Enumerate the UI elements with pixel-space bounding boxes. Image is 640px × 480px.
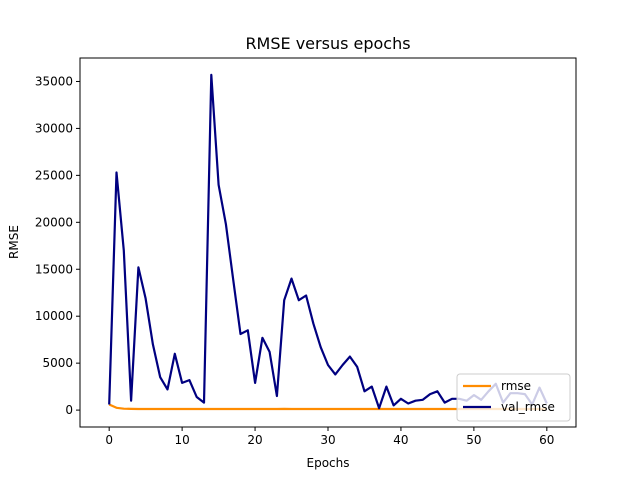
y-tick-label: 25000 [35, 168, 73, 182]
chart-title: RMSE versus epochs [245, 34, 410, 53]
x-tick-label: 10 [174, 433, 189, 447]
y-axis: 0 5000 10000 15000 20000 25000 30000 35000 [35, 74, 80, 417]
y-tick-label: 0 [65, 403, 73, 417]
x-tick-label: 50 [466, 433, 481, 447]
x-tick-label: 0 [105, 433, 113, 447]
y-tick-label: 30000 [35, 121, 73, 135]
x-tick-label: 60 [539, 433, 554, 447]
legend-label-rmse: rmse [501, 379, 531, 393]
y-tick-label: 20000 [35, 215, 73, 229]
x-axis: 0 10 20 30 40 50 60 [105, 427, 554, 447]
y-tick-label: 35000 [35, 74, 73, 88]
x-tick-label: 20 [247, 433, 262, 447]
legend-label-val_rmse: val_rmse [501, 400, 555, 414]
legend: rmse val_rmse [456, 373, 571, 422]
y-axis-label: RMSE [7, 225, 21, 259]
y-tick-label: 15000 [35, 262, 73, 276]
y-tick-label: 5000 [42, 356, 73, 370]
x-tick-label: 30 [320, 433, 335, 447]
y-tick-label: 10000 [35, 309, 73, 323]
x-axis-label: Epochs [307, 456, 350, 470]
x-tick-label: 40 [393, 433, 408, 447]
